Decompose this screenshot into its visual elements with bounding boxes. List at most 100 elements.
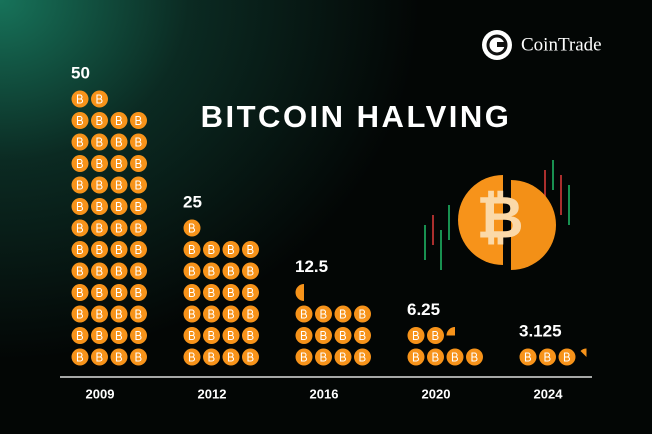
bitcoin-illustration: ₿ (424, 160, 570, 270)
value-label: 6.25 (407, 300, 440, 319)
coin-fraction (580, 348, 587, 357)
coin-symbol (247, 309, 254, 319)
coin-symbol (188, 266, 196, 276)
coin-symbol (115, 223, 123, 233)
coin-symbol (115, 266, 123, 276)
coin-symbol (76, 244, 84, 255)
coin-symbol (96, 244, 103, 255)
coin-symbol (359, 309, 366, 319)
coin-symbol (96, 94, 103, 104)
coin-symbol (208, 352, 215, 362)
coin-symbol (76, 94, 84, 104)
coin-symbol (115, 137, 123, 147)
coin-symbol (320, 330, 327, 341)
coin-symbol (227, 287, 235, 298)
coin-symbol (247, 352, 254, 362)
coin-stack (407, 327, 483, 366)
coin-symbol (188, 287, 196, 298)
coin-symbol (227, 244, 235, 255)
coin-symbol (76, 158, 84, 169)
coin-symbol (471, 352, 478, 362)
coin-symbol (76, 266, 84, 276)
coin-symbol (135, 223, 142, 233)
coin-symbol (76, 115, 84, 126)
coin-symbol (188, 309, 196, 319)
coin-symbol (359, 352, 366, 362)
coin-stack (183, 219, 259, 366)
x-tick-label: 2012 (198, 386, 227, 401)
coin-symbol (135, 158, 142, 169)
coin-symbol (227, 309, 235, 319)
brand-name: CoinTrade (521, 34, 602, 55)
x-tick-label: 2009 (86, 386, 115, 401)
coin-symbol (188, 330, 196, 341)
coin-symbol (247, 244, 254, 255)
coin-symbol (412, 330, 420, 341)
coin-fraction (295, 284, 304, 301)
coin-symbol (227, 330, 235, 341)
coin-symbol (320, 352, 327, 362)
coin-symbol (115, 352, 123, 362)
coin-symbol (135, 352, 142, 362)
coin-symbol (208, 287, 215, 298)
coin-symbol (208, 309, 215, 319)
coin-symbol (300, 330, 308, 341)
x-tick-label: 2020 (422, 386, 451, 401)
coin-symbol (135, 309, 142, 319)
coin-symbol (135, 137, 142, 147)
coin-symbol (135, 180, 142, 190)
svg-text:₿: ₿ (476, 185, 523, 250)
coin-symbol (208, 266, 215, 276)
coin-symbol (135, 266, 142, 276)
coin-symbol (76, 309, 84, 319)
coin-symbol (247, 266, 254, 276)
coin-symbol (76, 352, 84, 362)
coin-symbol (96, 352, 103, 362)
coin-symbol (188, 223, 196, 233)
coin-symbol (96, 309, 103, 319)
coin-symbol (76, 137, 84, 147)
value-label: 3.125 (519, 321, 562, 340)
coin-symbol (227, 266, 235, 276)
coin-symbol (76, 330, 84, 341)
coin-symbol (339, 309, 347, 319)
coin-symbol (135, 201, 142, 212)
coin-symbol (135, 287, 142, 298)
coin-symbol (96, 115, 103, 126)
coin-symbol (115, 201, 123, 212)
coin-stack (295, 284, 371, 366)
coin-symbol (227, 352, 235, 362)
coin-symbol (339, 352, 347, 362)
coin-symbol (188, 352, 196, 362)
coin-symbol (432, 352, 439, 362)
value-label: 25 (183, 192, 202, 211)
coin-symbol (300, 309, 308, 319)
coin-symbol (115, 330, 123, 341)
coin-symbol (135, 244, 142, 255)
coin-symbol (247, 330, 254, 341)
coin-symbol (451, 352, 459, 362)
coin-fraction (446, 327, 455, 336)
value-label: 12.5 (295, 257, 328, 276)
coin-stack (71, 90, 147, 366)
coin-symbol (96, 158, 103, 169)
coin-symbol (96, 266, 103, 276)
coin-stack (519, 348, 587, 366)
coin-symbol (96, 201, 103, 212)
x-tick-label: 2016 (310, 386, 339, 401)
coin-symbol (544, 352, 551, 362)
coin-symbol (359, 330, 366, 341)
coin-symbol (96, 180, 103, 190)
coin-symbol (208, 244, 215, 255)
coin-symbol (96, 287, 103, 298)
coin-symbol (96, 330, 103, 341)
coin-symbol (135, 330, 142, 341)
coin-symbol (339, 330, 347, 341)
coin-symbol (432, 330, 439, 341)
value-label: 50 (71, 63, 90, 82)
coin-symbol (320, 309, 327, 319)
coin-symbol (115, 115, 123, 126)
coin-symbol (76, 223, 84, 233)
coin-symbol (76, 201, 84, 212)
